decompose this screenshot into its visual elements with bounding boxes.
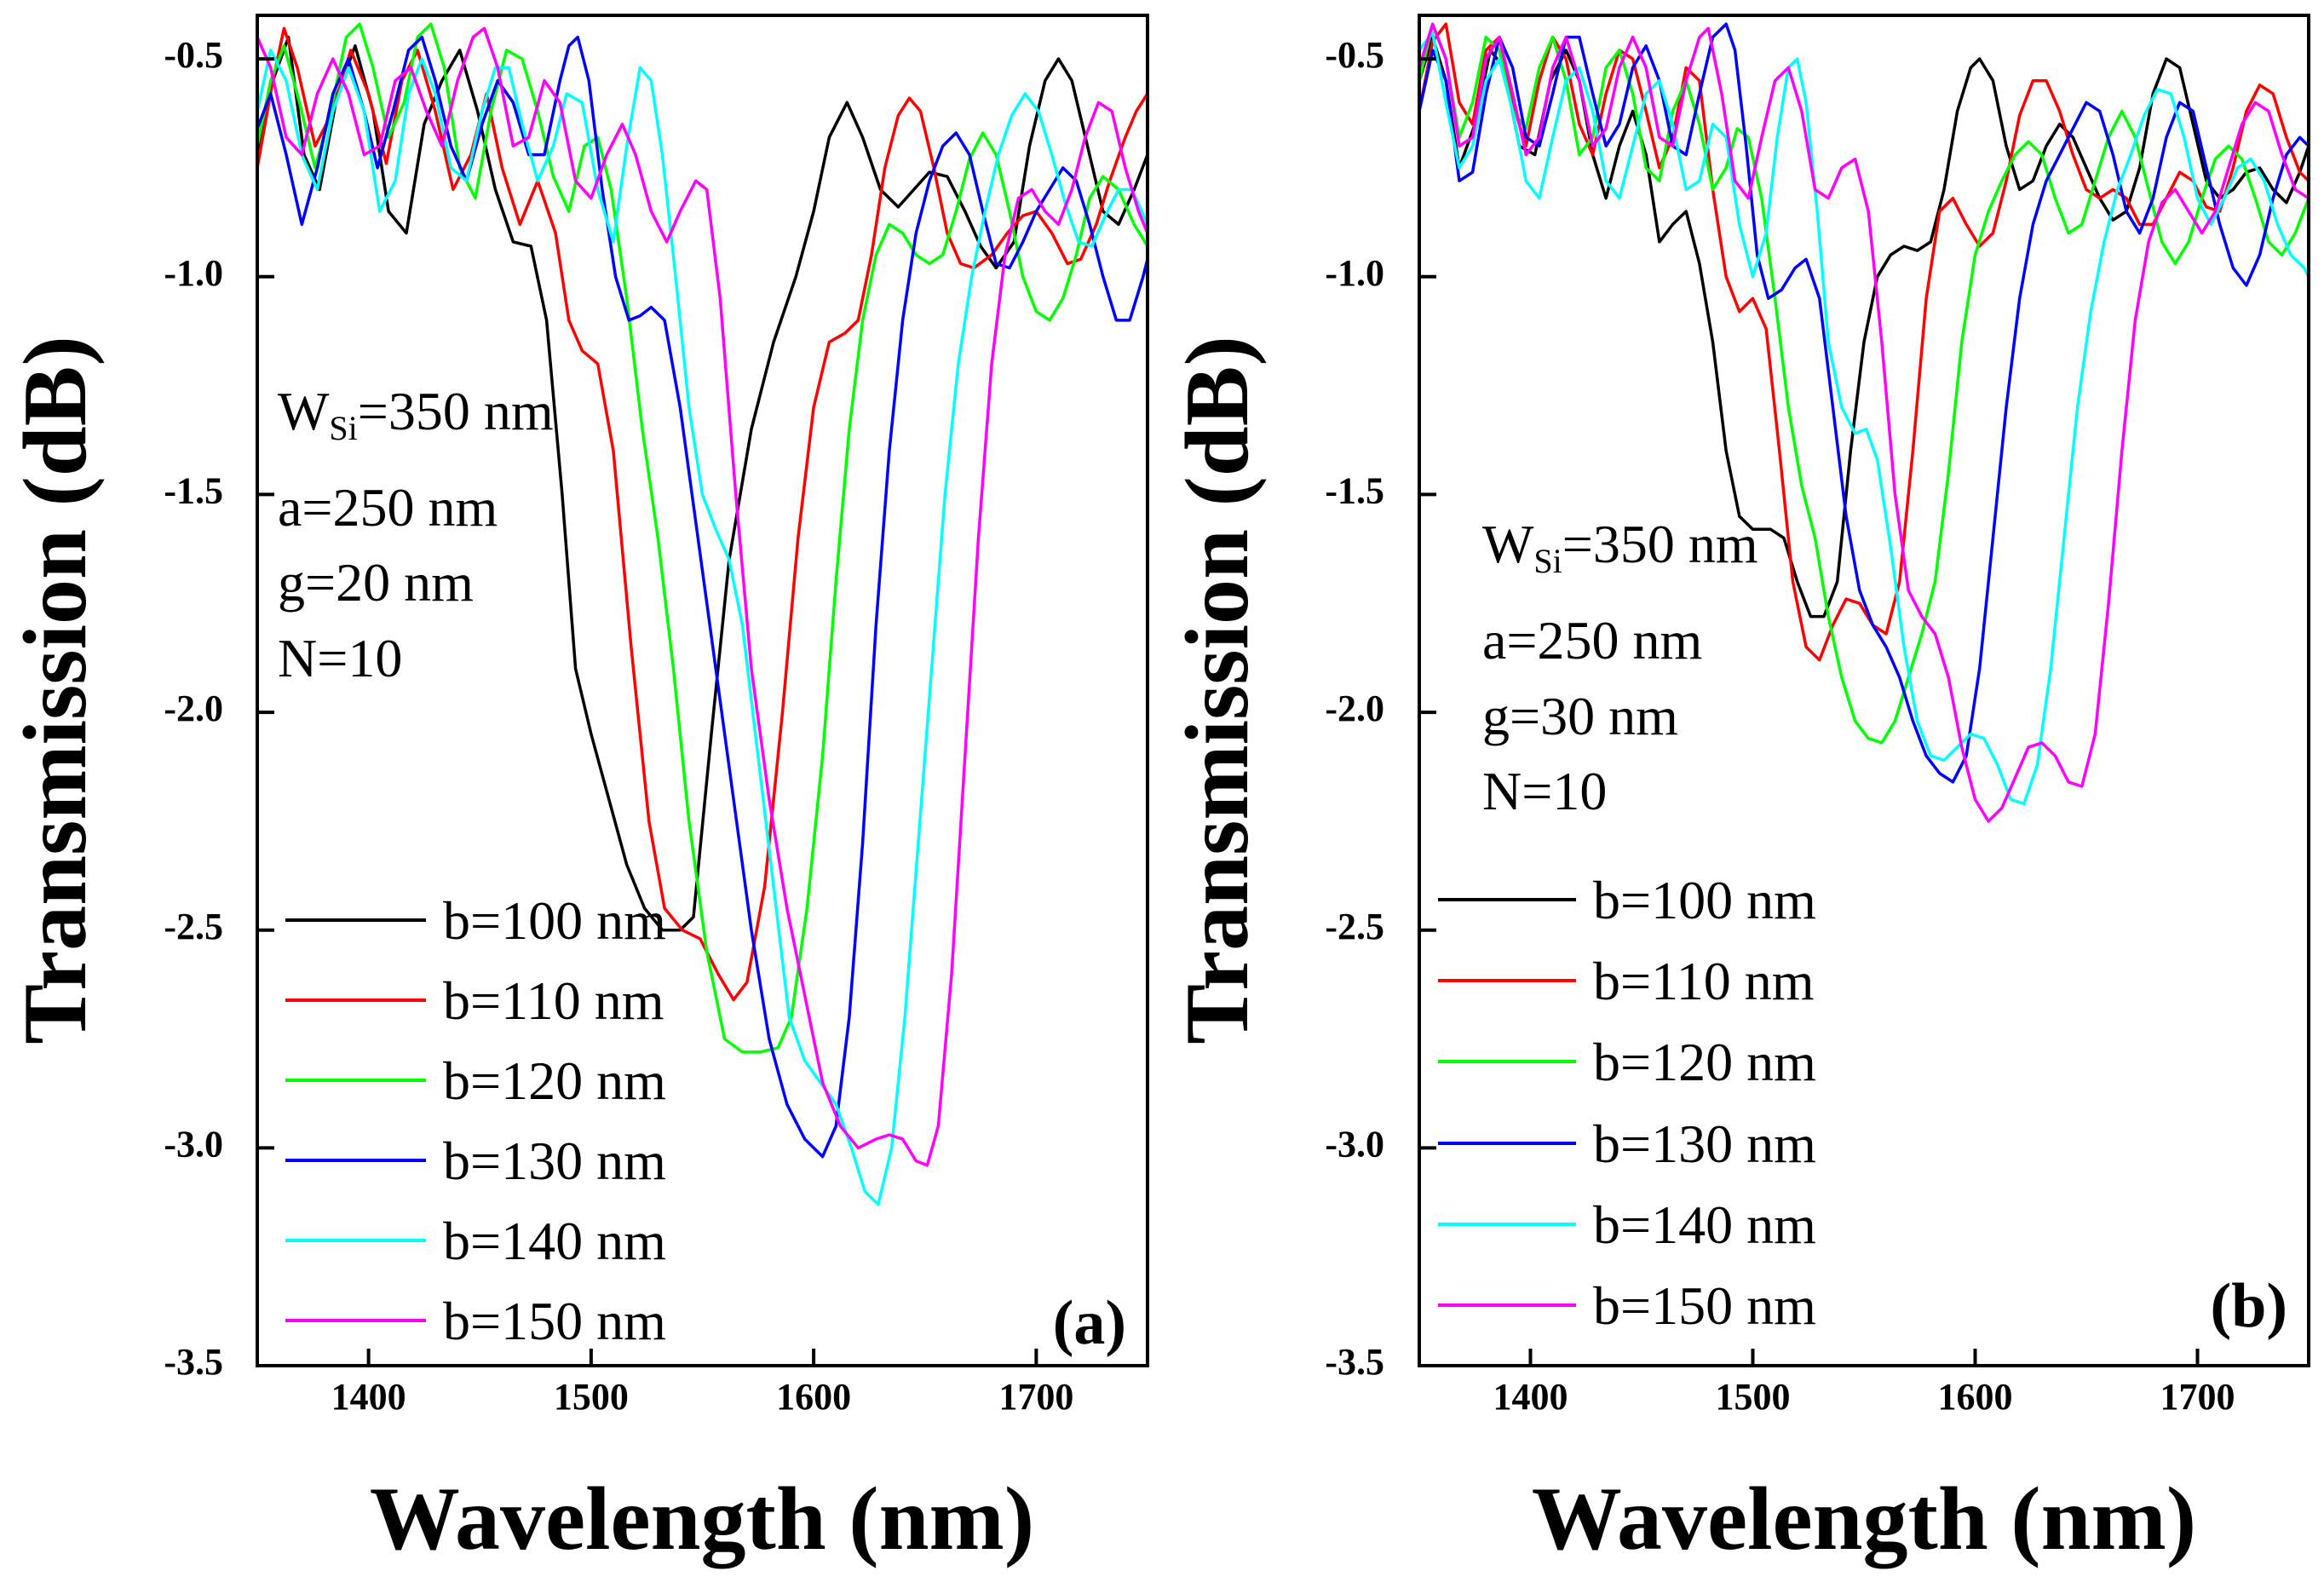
legend-label-b-2: b=120 nm <box>1593 1032 1816 1092</box>
panel-label-b: (b) <box>2211 1271 2287 1341</box>
x-axis-title-a: Wavelength (nm) <box>370 1469 1034 1568</box>
series-line-a-2 <box>257 22 1148 1054</box>
series-line-b-2 <box>1419 22 2309 745</box>
series-line-b-0 <box>1419 35 2309 619</box>
x-tick-labels-b: 1400 1500 1600 1700 <box>1493 1376 2235 1418</box>
y-tick-label-b-1: -1.0 <box>1325 252 1384 294</box>
param-w-sub-a: Si <box>329 409 357 447</box>
panel-label-a: (a) <box>1053 1288 1126 1358</box>
param-w-main-b: W <box>1482 514 1534 574</box>
y-tick-label-b-4: -2.5 <box>1325 906 1384 947</box>
legend-label-b-5: b=150 nm <box>1593 1275 1816 1336</box>
chart-panel-a: 1400 1500 1600 1700 -0.5 -1.0 -1.5 -2.0 … <box>5 14 1149 1568</box>
x-tick-labels-a: 1400 1500 1600 1700 <box>331 1376 1074 1418</box>
legend-label-a-3: b=130 nm <box>443 1131 666 1191</box>
param-annotation-b: WSi=350 nm a=250 nm g=30 nm N=10 <box>1482 514 1758 821</box>
param-a-a: a=250 nm <box>278 477 498 538</box>
y-tick-label-b-2: -1.5 <box>1325 470 1384 512</box>
param-w-main-a: W <box>278 381 330 441</box>
param-g-a: g=20 nm <box>278 552 474 613</box>
param-n-b: N=10 <box>1482 761 1607 821</box>
legend-label-a-1: b=110 nm <box>443 970 664 1031</box>
y-tick-label-a-5: -3.0 <box>164 1123 223 1165</box>
legend-label-a-4: b=140 nm <box>443 1211 666 1271</box>
x-ticks-b <box>1528 1349 2200 1366</box>
y-tick-label-b-5: -3.0 <box>1325 1123 1384 1165</box>
legend-label-b-1: b=110 nm <box>1593 951 1815 1011</box>
param-w-sub-b: Si <box>1533 542 1562 580</box>
series-line-a-0 <box>257 35 1148 932</box>
panel-b-series <box>1419 22 2309 823</box>
y-axis-title-b: Transmission (dB) <box>1167 336 1267 1044</box>
x-tick-label-b-2: 1600 <box>1938 1376 2013 1418</box>
x-tick-label-b-0: 1400 <box>1493 1376 1568 1418</box>
x-tick-label-b-3: 1700 <box>2160 1376 2235 1418</box>
x-tick-label-b-1: 1500 <box>1716 1376 1791 1418</box>
param-w-b: WSi=350 nm <box>1482 514 1758 580</box>
y-tick-label-a-3: -2.0 <box>164 688 223 729</box>
param-w-value-a: =350 nm <box>358 381 554 441</box>
y-tick-label-b-3: -2.0 <box>1325 688 1384 729</box>
param-w-value-b: =350 nm <box>1562 514 1758 574</box>
legend-label-a-0: b=100 nm <box>443 890 666 951</box>
plot-frame-a <box>256 14 1149 1367</box>
y-tick-labels-a: -0.5 -1.0 -1.5 -2.0 -2.5 -3.0 -3.5 <box>164 34 223 1383</box>
series-line-b-5 <box>1419 22 2309 823</box>
series-line-a-3 <box>257 35 1148 1159</box>
legend-label-b-4: b=140 nm <box>1593 1194 1816 1255</box>
series-line-a-5 <box>257 26 1148 1167</box>
plot-frame-b <box>1418 14 2310 1367</box>
legend-a: b=100 nm b=110 nm b=120 nm b=130 nm b=14… <box>285 890 666 1351</box>
legend-b: b=100 nm b=110 nm b=120 nm b=130 nm b=14… <box>1438 870 1816 1336</box>
x-tick-label-a-0: 1400 <box>331 1376 406 1418</box>
y-tick-label-b-0: -0.5 <box>1325 34 1384 76</box>
y-tick-label-a-6: -3.5 <box>164 1341 223 1383</box>
legend-label-b-0: b=100 nm <box>1593 870 1816 930</box>
y-tick-labels-b: -0.5 -1.0 -1.5 -2.0 -2.5 -3.0 -3.5 <box>1325 34 1384 1383</box>
y-tick-label-a-2: -1.5 <box>164 470 223 512</box>
x-tick-label-a-1: 1500 <box>554 1376 629 1418</box>
param-a-b: a=250 nm <box>1482 610 1702 670</box>
chart-panel-b: 1400 1500 1600 1700 -0.5 -1.0 -1.5 -2.0 … <box>1167 14 2310 1568</box>
y-ticks-a <box>257 57 274 1367</box>
y-tick-label-a-4: -2.5 <box>164 906 223 947</box>
y-ticks-b <box>1419 57 1436 1367</box>
param-g-b: g=30 nm <box>1482 686 1678 746</box>
y-tick-label-b-6: -3.5 <box>1325 1341 1384 1383</box>
series-line-b-1 <box>1419 22 2309 662</box>
x-tick-label-a-2: 1600 <box>776 1376 851 1418</box>
param-n-a: N=10 <box>278 628 402 688</box>
series-line-b-3 <box>1419 22 2309 784</box>
x-tick-label-a-3: 1700 <box>998 1376 1073 1418</box>
legend-label-a-2: b=120 nm <box>443 1050 666 1111</box>
legend-label-b-3: b=130 nm <box>1593 1113 1816 1174</box>
series-line-b-4 <box>1419 31 2309 806</box>
param-w-a: WSi=350 nm <box>278 381 554 447</box>
x-ticks-a <box>366 1349 1038 1366</box>
param-annotation-a: WSi=350 nm a=250 nm g=20 nm N=10 <box>278 381 554 688</box>
panel-a-series <box>257 22 1148 1206</box>
y-axis-title-a: Transmission (dB) <box>5 336 105 1044</box>
x-axis-title-b: Wavelength (nm) <box>1532 1469 2196 1568</box>
y-tick-label-a-1: -1.0 <box>164 252 223 294</box>
y-tick-label-a-0: -0.5 <box>164 34 223 76</box>
legend-label-a-5: b=150 nm <box>443 1291 666 1351</box>
